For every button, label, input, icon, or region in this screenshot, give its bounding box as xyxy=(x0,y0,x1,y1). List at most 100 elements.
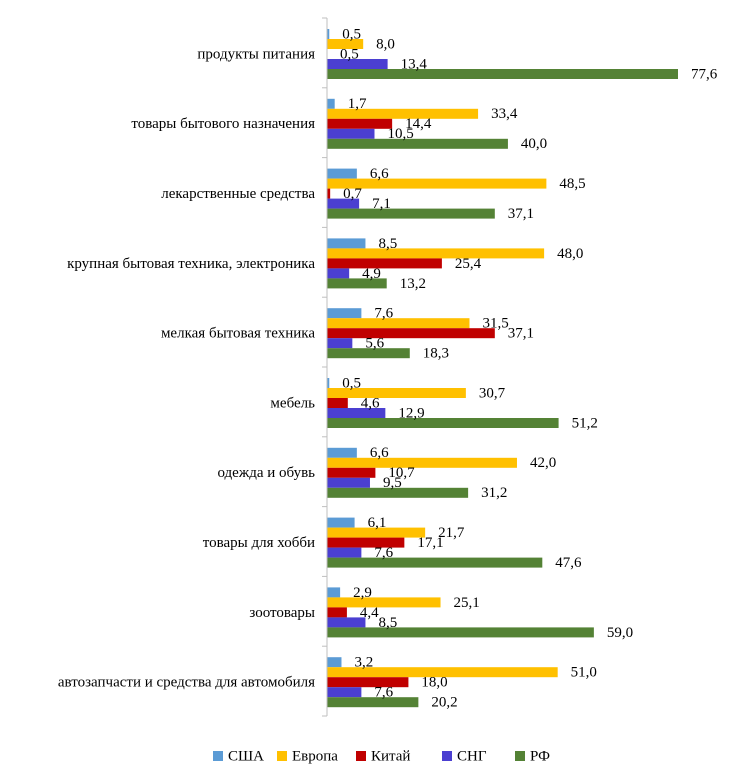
bar-РФ xyxy=(327,697,419,708)
data-label: 21,7 xyxy=(438,525,465,541)
bar-СНГ xyxy=(327,268,350,279)
data-label: 77,6 xyxy=(691,66,718,82)
data-label: 31,2 xyxy=(481,485,507,501)
data-label: 1,7 xyxy=(348,96,367,112)
data-label: 18,0 xyxy=(421,675,447,691)
data-label: 59,0 xyxy=(607,625,633,641)
bar-РФ xyxy=(327,278,387,289)
legend-label: СНГ xyxy=(457,748,487,764)
data-label: 7,6 xyxy=(374,545,393,561)
data-label: 8,5 xyxy=(378,236,397,252)
bar-СНГ xyxy=(327,198,360,209)
category-label: автозапчасти и средства для автомобиля xyxy=(58,675,315,691)
bar-РФ xyxy=(327,627,594,638)
bar-Европа xyxy=(327,667,558,678)
bar-СНГ xyxy=(327,408,386,418)
data-label: 4,6 xyxy=(361,395,380,411)
legend-label: США xyxy=(228,748,264,764)
data-label: 48,0 xyxy=(557,246,583,262)
bar-Китай xyxy=(327,537,405,548)
category-label: товары бытового назначения xyxy=(131,116,315,132)
data-label: 8,5 xyxy=(378,615,397,631)
legend-swatch xyxy=(277,751,287,761)
data-label: 33,4 xyxy=(491,106,518,122)
legend-swatch xyxy=(515,751,525,761)
bar-США xyxy=(327,657,342,668)
bar-РФ xyxy=(327,418,559,428)
bar-СНГ xyxy=(327,687,362,698)
legend-label: Китай xyxy=(371,748,410,764)
axis-ticks-layer xyxy=(322,17,327,717)
data-label: 0,5 xyxy=(342,26,361,42)
bar-Европа xyxy=(327,39,364,49)
legend-swatch xyxy=(442,751,452,761)
data-label: 48,5 xyxy=(559,176,585,192)
bar-СНГ xyxy=(327,128,375,139)
data-label: 30,7 xyxy=(479,385,506,401)
bar-СНГ xyxy=(327,617,366,628)
bar-Китай xyxy=(327,188,331,199)
bars-layer xyxy=(327,29,678,708)
data-label: 0,5 xyxy=(340,46,359,62)
data-label: 9,5 xyxy=(383,475,402,491)
data-label: 5,6 xyxy=(365,336,384,352)
data-label: 25,4 xyxy=(455,256,482,272)
bar-Европа xyxy=(327,527,426,538)
bar-Европа xyxy=(327,108,479,119)
data-label: 8,0 xyxy=(376,36,395,52)
bar-Европа xyxy=(327,178,547,189)
bar-РФ xyxy=(327,557,543,568)
bar-Европа xyxy=(327,457,517,468)
category-label: лекарственные средства xyxy=(161,186,315,202)
legend-swatch xyxy=(213,751,223,761)
bar-Китай xyxy=(327,607,347,618)
data-label: 6,6 xyxy=(370,166,389,182)
data-label: 18,3 xyxy=(423,346,449,362)
data-label: 40,0 xyxy=(521,136,547,152)
bar-Европа xyxy=(327,388,466,398)
data-label: 42,0 xyxy=(530,455,556,471)
bar-США xyxy=(327,238,366,249)
bar-РФ xyxy=(327,138,508,149)
legend-swatch xyxy=(356,751,366,761)
bar-Европа xyxy=(327,597,441,608)
category-label: товары для хобби xyxy=(203,535,315,551)
data-label: 2,9 xyxy=(353,585,372,601)
legend-label: РФ xyxy=(530,748,550,764)
category-label: одежда и обувь xyxy=(217,465,315,481)
bar-США xyxy=(327,98,335,109)
data-label: 6,6 xyxy=(370,445,389,461)
data-label: 3,2 xyxy=(354,655,373,671)
data-label: 7,6 xyxy=(374,306,393,322)
bar-Китай xyxy=(327,118,393,129)
data-label: 7,6 xyxy=(374,685,393,701)
bar-РФ xyxy=(327,208,495,219)
bar-США xyxy=(327,168,357,179)
data-label: 10,7 xyxy=(388,465,415,481)
data-label: 10,5 xyxy=(387,126,413,142)
data-label: 6,1 xyxy=(368,515,387,531)
category-label: мебель xyxy=(270,395,315,411)
data-label: 4,9 xyxy=(362,266,381,282)
bar-США xyxy=(327,308,362,319)
data-label: 13,2 xyxy=(400,276,426,292)
data-label: 37,1 xyxy=(508,206,534,222)
category-label: продукты питания xyxy=(197,46,315,62)
legend: США Европа Китай СНГ РФ xyxy=(213,748,550,764)
bar-Китай xyxy=(327,467,376,478)
bar-РФ xyxy=(327,69,678,79)
bar-Европа xyxy=(327,248,545,259)
bar-Китай xyxy=(327,677,409,688)
data-label: 37,1 xyxy=(508,326,534,342)
data-label: 4,4 xyxy=(360,605,379,621)
bar-Китай xyxy=(327,398,348,408)
bar-СНГ xyxy=(327,547,362,558)
bar-РФ xyxy=(327,487,469,498)
category-labels-layer: продукты питания товары бытового назначен… xyxy=(58,46,315,690)
bar-США xyxy=(327,29,330,39)
data-label: 47,6 xyxy=(555,555,582,571)
data-label: 12,9 xyxy=(398,405,424,421)
bar-США xyxy=(327,378,330,388)
bar-Китай xyxy=(327,328,495,339)
